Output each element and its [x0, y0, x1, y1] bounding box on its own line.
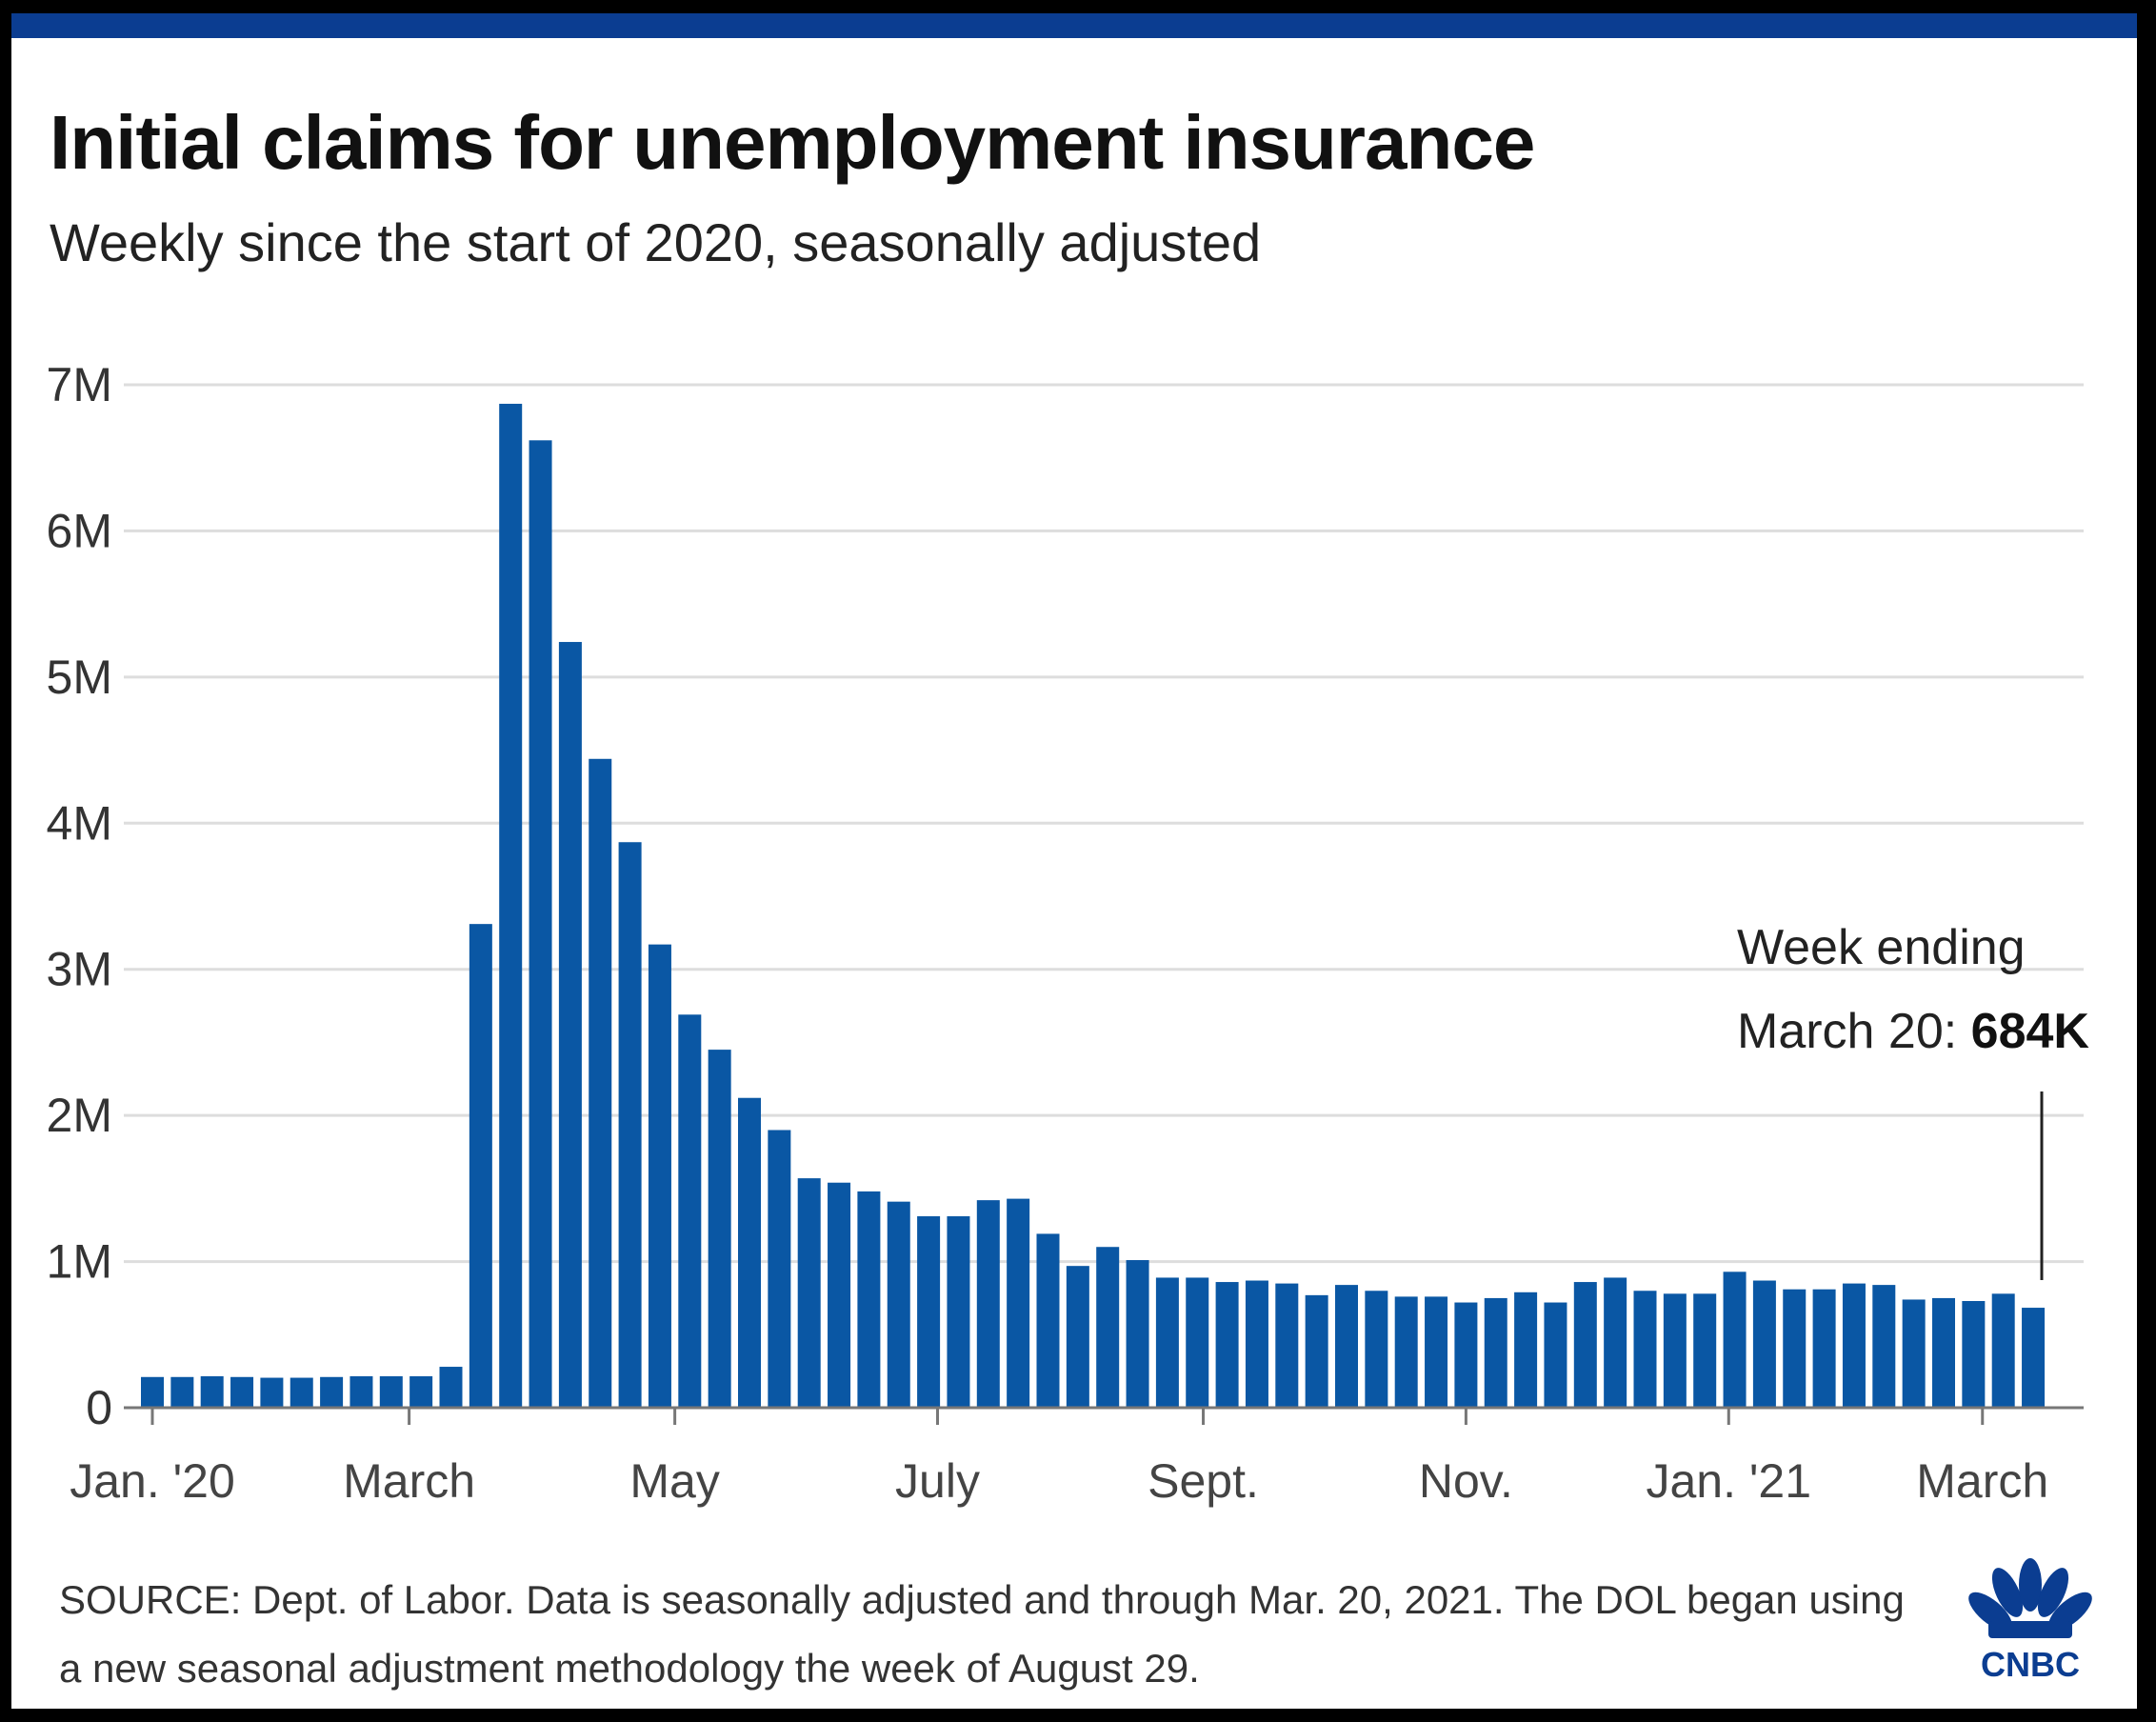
- annotation-date: March 20:: [1737, 1004, 1971, 1059]
- bar: [1991, 1293, 2015, 1408]
- bar: [828, 1182, 851, 1408]
- bar: [141, 1376, 164, 1408]
- bar: [1812, 1289, 1836, 1408]
- bar: [1902, 1299, 1926, 1408]
- x-tick-label: Sept.: [1148, 1454, 1259, 1508]
- bar: [1573, 1282, 1597, 1408]
- bar: [947, 1216, 970, 1408]
- bar: [529, 440, 552, 1408]
- bar: [1096, 1247, 1120, 1408]
- bar: [289, 1377, 313, 1408]
- bar: [976, 1200, 1000, 1408]
- bar: [797, 1178, 821, 1408]
- annotation-line-1: Week ending: [1737, 920, 2026, 975]
- bar: [200, 1376, 224, 1408]
- y-tick-label: 1M: [47, 1235, 112, 1289]
- bar: [1514, 1292, 1538, 1408]
- y-tick-label: 7M: [47, 358, 112, 411]
- bars: [141, 403, 2046, 1409]
- bar: [738, 1097, 761, 1408]
- bar: [170, 1376, 194, 1408]
- bar: [230, 1376, 254, 1408]
- y-tick-label: 6M: [47, 504, 112, 557]
- bar: [1305, 1294, 1328, 1408]
- chart-card: [11, 38, 2137, 1709]
- y-tick-label: 4M: [47, 796, 112, 850]
- bar: [1842, 1283, 1866, 1408]
- bar: [1215, 1282, 1239, 1408]
- bar: [1484, 1297, 1507, 1408]
- source-note: SOURCE: Dept. of Labor. Data is seasonal…: [59, 1577, 1905, 1691]
- latest-week-annotation: Week ending March 20: 684K: [1737, 920, 2089, 1280]
- bar: [648, 944, 671, 1408]
- x-tick-label: Nov.: [1419, 1454, 1513, 1508]
- bar: [1036, 1233, 1060, 1408]
- x-tick-label: March: [1916, 1454, 2048, 1508]
- x-tick-label: March: [343, 1454, 475, 1508]
- bar: [558, 642, 582, 1408]
- bar: [1872, 1285, 1896, 1408]
- bar: [678, 1014, 702, 1408]
- bar: [1783, 1289, 1807, 1408]
- bar: [499, 403, 523, 1409]
- bar: [1604, 1277, 1627, 1408]
- cnbc-peacock-logo: CNBC: [1968, 1558, 2092, 1684]
- bar: [349, 1376, 373, 1408]
- bar: [1365, 1291, 1388, 1408]
- y-tick-label: 5M: [47, 651, 112, 704]
- bar: [1186, 1277, 1209, 1408]
- y-tick-label: 0: [86, 1381, 112, 1434]
- annotation-value: 684K: [1971, 1004, 2090, 1059]
- bar: [439, 1367, 463, 1408]
- annotation-line-2: March 20: 684K: [1737, 1004, 2089, 1059]
- bar: [1126, 1260, 1149, 1408]
- x-tick-label: July: [895, 1454, 980, 1508]
- bar: [768, 1130, 791, 1408]
- chart-title: Initial claims for unemployment insuranc…: [50, 100, 1535, 185]
- bar: [1633, 1291, 1657, 1408]
- x-tick-label: May: [629, 1454, 719, 1508]
- bar: [1066, 1266, 1089, 1408]
- bar: [1932, 1297, 1955, 1408]
- bar: [1544, 1302, 1567, 1408]
- bar: [708, 1050, 731, 1408]
- bar: [1752, 1280, 1776, 1408]
- bar: [469, 924, 492, 1408]
- bar: [589, 758, 612, 1408]
- bar: [1335, 1285, 1358, 1408]
- x-tick-label: Jan. '21: [1646, 1454, 1811, 1508]
- bar: [1275, 1283, 1299, 1408]
- bar: [260, 1377, 284, 1408]
- brand-top-bar: [11, 13, 2137, 38]
- y-tick-label: 3M: [47, 943, 112, 996]
- bar: [2022, 1308, 2046, 1408]
- bar: [857, 1191, 881, 1408]
- gridlines: [124, 383, 2084, 1264]
- y-axis-tick-labels: 0 1M 2M 3M 4M 5M 6M 7M: [47, 358, 112, 1434]
- chart-subtitle: Weekly since the start of 2020, seasonal…: [50, 212, 1262, 272]
- bar: [1663, 1293, 1687, 1408]
- bar: [1454, 1302, 1478, 1408]
- bar: [887, 1201, 910, 1408]
- bar: [379, 1376, 403, 1408]
- x-axis-tick-labels: Jan. '20 March May July Sept. Nov. Jan. '21 Mar…: [70, 1408, 2048, 1508]
- y-tick-label: 2M: [47, 1089, 112, 1142]
- bar: [1962, 1300, 1986, 1408]
- bar: [409, 1376, 433, 1408]
- bar: [917, 1216, 941, 1408]
- bar: [1723, 1271, 1747, 1408]
- bar: [1394, 1296, 1418, 1408]
- bar: [320, 1376, 344, 1408]
- bar: [1155, 1277, 1179, 1408]
- bar: [1245, 1280, 1268, 1408]
- bar: [1693, 1293, 1717, 1408]
- logo-wordmark: CNBC: [1981, 1645, 2080, 1684]
- x-tick-label: Jan. '20: [70, 1454, 235, 1508]
- bar: [1007, 1198, 1030, 1408]
- bar: [618, 842, 642, 1408]
- bar: [1425, 1296, 1448, 1408]
